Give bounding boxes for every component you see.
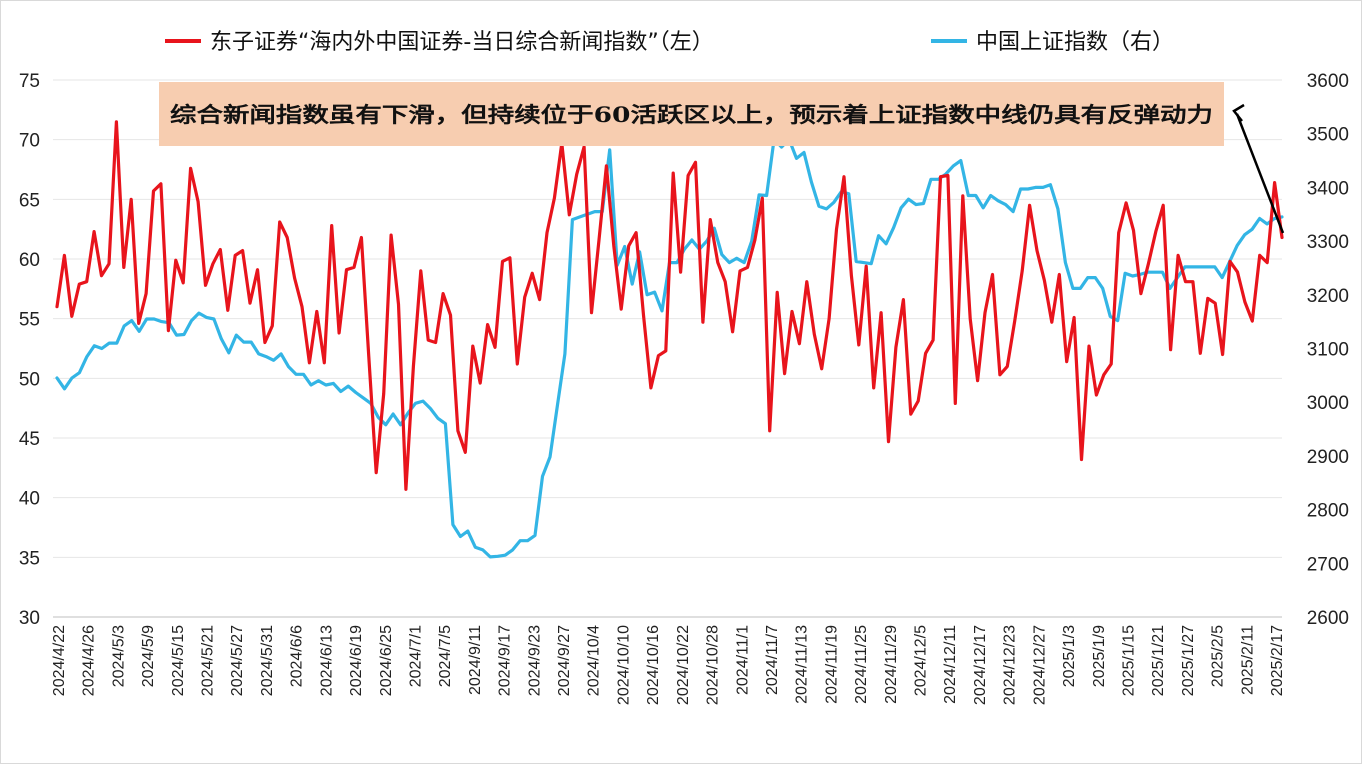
- right-tick-label: 2800: [1307, 501, 1349, 522]
- x-tick-label: 2024/5/27: [229, 625, 246, 696]
- annotation-arrow-head: [1232, 103, 1245, 122]
- x-tick-label: 2024/11/25: [853, 625, 870, 704]
- left-tick-label: 50: [19, 369, 40, 390]
- x-tick-label: 2025/1/3: [1061, 625, 1078, 687]
- left-tick-label: 45: [19, 429, 40, 450]
- left-tick-label: 55: [19, 310, 40, 331]
- x-tick-label: 2024/10/16: [645, 625, 662, 705]
- left-tick-label: 35: [19, 548, 40, 569]
- x-tick-label: 2024/11/13: [794, 625, 811, 704]
- x-tick-label: 2025/1/27: [1180, 625, 1197, 696]
- x-tick-label: 2025/1/15: [1120, 625, 1137, 696]
- right-tick-label: 3600: [1307, 71, 1349, 92]
- left-tick-label: 40: [19, 489, 40, 510]
- right-tick-label: 3200: [1307, 286, 1349, 307]
- series-line-shanghai-index: [55, 137, 1284, 559]
- right-tick-label: 3500: [1307, 125, 1349, 146]
- x-tick-label: 2025/2/17: [1269, 625, 1286, 696]
- left-tick-label: 70: [19, 131, 40, 152]
- x-tick-label: 2024/12/5: [913, 625, 930, 696]
- series-line-news-index: [55, 120, 1284, 491]
- series-lines: [55, 120, 1284, 559]
- annotation-arrow-line: [1235, 113, 1285, 234]
- right-tick-label: 3300: [1307, 232, 1349, 253]
- x-tick-label: 2025/1/9: [1091, 625, 1108, 687]
- x-tick-label: 2024/5/21: [200, 625, 217, 696]
- x-axis: 2024/4/22 2024/4/26 2024/5/3 2024/5/9 2024/5…: [51, 625, 1286, 705]
- left-tick-label: 30: [19, 608, 40, 629]
- x-tick-label: 2024/9/23: [526, 625, 543, 696]
- legend: 东子证券“海内外中国证券-当日综合新闻指数”（左） 中国上证指数（右）: [165, 30, 1174, 55]
- x-tick-label: 2024/11/29: [883, 625, 900, 704]
- x-tick-label: 2024/6/13: [318, 625, 335, 696]
- legend-label-news-index: 东子证券“海内外中国证券-当日综合新闻指数”（左）: [210, 30, 714, 55]
- right-tick-label: 3000: [1307, 393, 1349, 414]
- x-tick-label: 2025/2/11: [1239, 625, 1256, 695]
- x-tick-label: 2024/11/7: [764, 625, 781, 695]
- x-tick-label: 2025/1/21: [1150, 625, 1167, 696]
- right-tick-label: 2600: [1307, 608, 1349, 629]
- x-tick-label: 2024/12/23: [1002, 625, 1019, 705]
- x-tick-label: 2024/10/4: [586, 625, 603, 696]
- x-tick-label: 2024/10/22: [675, 625, 692, 705]
- x-tick-label: 2024/5/15: [170, 625, 187, 696]
- annotation-text: 综合新闻指数虽有下滑，但持续位于60活跃区以上，预示着上证指数中线仍具有反弹动力: [170, 102, 1213, 127]
- x-tick-label: 2024/12/27: [1031, 625, 1048, 705]
- x-tick-label: 2024/9/11: [467, 625, 484, 695]
- left-tick-label: 60: [19, 250, 40, 271]
- x-tick-label: 2024/10/10: [615, 625, 632, 705]
- right-tick-label: 3400: [1307, 178, 1349, 199]
- x-tick-label: 2024/12/17: [972, 625, 989, 705]
- x-tick-label: 2024/5/9: [140, 625, 157, 687]
- legend-label-shanghai-index: 中国上证指数（右）: [976, 30, 1174, 55]
- x-tick-label: 2024/7/1: [407, 625, 424, 687]
- x-tick-label: 2024/7/5: [437, 625, 454, 687]
- right-tick-label: 2700: [1307, 554, 1349, 575]
- x-tick-label: 2024/12/11: [942, 625, 959, 704]
- x-tick-label: 2024/6/19: [348, 625, 365, 696]
- x-tick-label: 2024/11/19: [823, 625, 840, 704]
- right-axis: 2600 2700 2800 2900 3000 3100 3200 3300 3400 3500…: [1307, 71, 1349, 629]
- x-tick-label: 2024/5/31: [259, 625, 276, 696]
- x-tick-label: 2024/4/26: [81, 625, 98, 696]
- x-tick-label: 2025/2/5: [1210, 625, 1227, 687]
- annotation-callout: 综合新闻指数虽有下滑，但持续位于60活跃区以上，预示着上证指数中线仍具有反弹动力: [159, 82, 1285, 234]
- x-tick-label: 2024/5/3: [110, 625, 127, 687]
- x-tick-label: 2024/9/17: [497, 625, 514, 696]
- right-tick-label: 2900: [1307, 447, 1349, 468]
- x-tick-label: 2024/9/27: [556, 625, 573, 696]
- annotation-box: [159, 82, 1224, 146]
- left-axis: 30 35 40 45 50 55 60 65 70 75: [19, 71, 40, 629]
- x-tick-label: 2024/11/1: [734, 625, 751, 695]
- left-tick-label: 75: [19, 71, 40, 92]
- x-tick-label: 2024/6/6: [289, 625, 306, 687]
- x-tick-label: 2024/6/25: [378, 625, 395, 696]
- x-tick-label: 2024/10/28: [705, 625, 722, 705]
- right-tick-label: 3100: [1307, 340, 1349, 361]
- x-tick-label: 2024/4/22: [51, 625, 68, 696]
- left-tick-label: 65: [19, 190, 40, 211]
